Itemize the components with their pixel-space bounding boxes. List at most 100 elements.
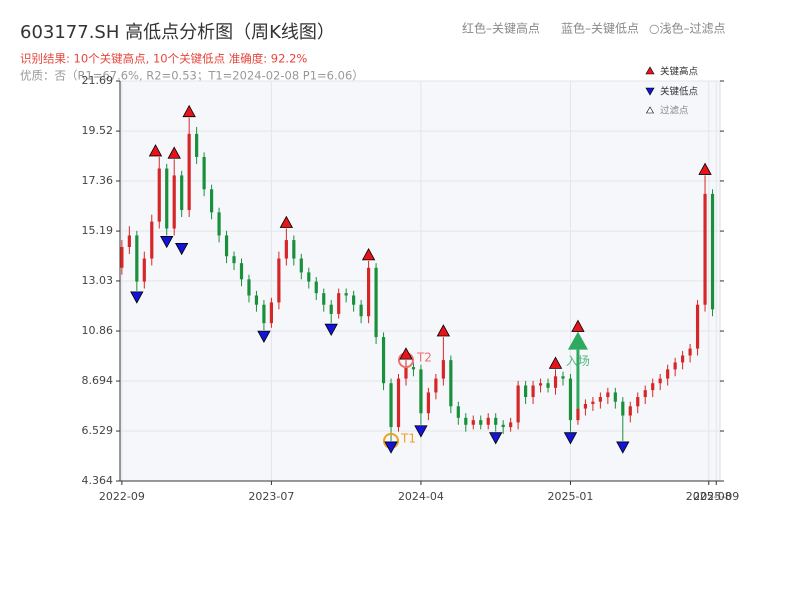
- x-tick-label: 2025-09: [693, 490, 739, 503]
- key-high-marker: [571, 319, 585, 332]
- candle-body: [688, 348, 692, 356]
- candle-body: [509, 422, 513, 428]
- candle-body: [553, 376, 558, 388]
- legend-label: 关键低点: [660, 86, 699, 98]
- candle-body: [322, 293, 326, 305]
- x-tick-label: 2023-07: [248, 490, 294, 503]
- legend-marker: [645, 66, 655, 75]
- candle-body: [703, 193, 707, 305]
- candle-body: [180, 175, 184, 211]
- key-low-marker: [563, 432, 578, 445]
- header-note: ○浅色–过滤点: [649, 22, 725, 36]
- candle-body: [389, 383, 393, 428]
- legend-label: 过滤点: [660, 105, 689, 117]
- candle-body: [120, 246, 124, 268]
- candle-body: [404, 367, 408, 379]
- candle-body: [643, 390, 647, 398]
- x-tick-label: 2025-08: [686, 490, 732, 503]
- subtitle: 识别结果: 10个关键高点, 10个关键低点 准确度: 92.2%: [20, 52, 307, 66]
- key-low-marker: [324, 323, 338, 337]
- candle-body: [598, 397, 602, 402]
- candle-body: [366, 267, 371, 317]
- key-low-marker: [616, 441, 630, 454]
- entry-arrow: [567, 331, 588, 350]
- plot: 4.364 6.529 8.694 10.86 13.03 15.19 17.36 19.52…: [82, 74, 740, 503]
- legend: 关键高点 关键低点 过滤点: [645, 66, 699, 117]
- candle-body: [284, 240, 288, 259]
- key-low-marker: [384, 441, 398, 454]
- candle-body: [486, 417, 490, 425]
- candle-body: [576, 408, 580, 421]
- y-tick-label: 4.364: [82, 474, 114, 487]
- candle-body: [307, 272, 311, 282]
- key-high-marker: [548, 356, 563, 369]
- y-tick-label: 17.36: [82, 174, 114, 187]
- y-tick-label: 19.52: [82, 124, 114, 137]
- legend-label: 关键高点: [660, 66, 699, 78]
- candle-body: [157, 168, 161, 222]
- candle-body: [202, 156, 206, 190]
- candle-body: [606, 392, 610, 398]
- candle-body: [344, 293, 348, 296]
- candle-body: [568, 378, 573, 421]
- candle-body: [232, 256, 236, 264]
- header-note: 蓝色–关键低点: [561, 22, 639, 36]
- candle-body: [651, 383, 655, 391]
- key-high-marker: [436, 324, 451, 337]
- candle-body: [524, 385, 528, 398]
- y-tick-label: 13.03: [82, 274, 114, 287]
- y-tick-label: 8.694: [82, 374, 114, 387]
- key-high-marker: [399, 347, 413, 360]
- candle-body: [209, 189, 214, 213]
- key-high-marker: [279, 215, 294, 228]
- candle-body: [135, 235, 139, 282]
- candle-body: [277, 258, 281, 303]
- y-tick-label: 21.69: [82, 74, 114, 87]
- candle-body: [471, 420, 475, 425]
- candle-body: [359, 304, 363, 317]
- candle-body: [494, 417, 498, 425]
- key-low-marker: [489, 432, 503, 445]
- key-high-marker: [148, 144, 163, 157]
- key-high-marker: [698, 162, 712, 175]
- key-low-marker: [160, 236, 174, 249]
- header-note: 红色–关键高点: [462, 21, 540, 36]
- key-low-marker: [257, 330, 271, 343]
- candle-body: [150, 221, 154, 259]
- candle-body: [591, 401, 595, 404]
- candle-body: [187, 133, 191, 211]
- candle-body: [127, 235, 131, 247]
- candle-body: [337, 293, 341, 314]
- candle-body: [217, 212, 221, 236]
- candle-body: [538, 383, 543, 386]
- candle-body: [479, 420, 483, 425]
- candle-body: [262, 304, 266, 324]
- candle-body: [456, 406, 460, 418]
- key-high-marker: [182, 104, 196, 118]
- chart-title: 603177.SH 高低点分析图（周K线图）: [20, 22, 335, 43]
- x-tick-label: 2025-01: [547, 490, 593, 503]
- candle-body: [666, 369, 670, 379]
- candle-body: [441, 360, 445, 379]
- candle-body: [673, 362, 677, 370]
- candle-body: [224, 235, 229, 257]
- candle-body: [621, 401, 625, 416]
- candle-body: [628, 406, 632, 416]
- candle-body: [396, 378, 401, 428]
- candle-body: [434, 378, 438, 393]
- candle-body: [531, 385, 535, 398]
- legend-marker: [645, 106, 655, 114]
- candle-body: [299, 258, 303, 273]
- x-tick-label: 2022-09: [99, 490, 145, 503]
- candle-body: [314, 281, 318, 294]
- key-high-marker: [167, 146, 181, 159]
- candle-body: [613, 392, 617, 402]
- candle-body: [269, 302, 274, 324]
- annotation: 入场: [566, 354, 590, 368]
- candle-body: [426, 392, 431, 414]
- candle-body: [658, 378, 662, 384]
- candle-body: [561, 376, 565, 379]
- candle-body: [172, 175, 176, 229]
- key-high-marker: [361, 248, 376, 261]
